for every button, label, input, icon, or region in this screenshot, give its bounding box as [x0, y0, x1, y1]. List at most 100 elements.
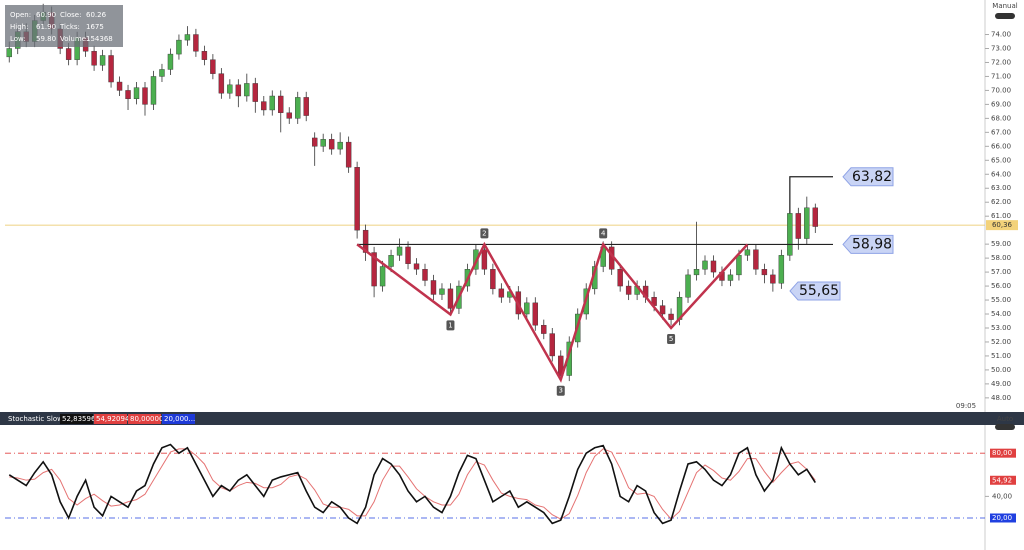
- candle-body: [413, 263, 420, 270]
- y-tick-label: 54.00: [991, 310, 1011, 318]
- indicator-value: 80,00000: [130, 415, 163, 423]
- pattern-marker: [556, 385, 565, 396]
- candle-body: [659, 305, 666, 315]
- candle-body: [753, 249, 759, 270]
- candle-body: [379, 266, 386, 287]
- candle-body: [311, 137, 318, 147]
- candle-body: [795, 213, 802, 239]
- candle-body: [99, 55, 106, 66]
- candle-body: [286, 112, 292, 119]
- info-box: Open: 60.90 Close: 60.26 High: 61.90 Ticks: 167…: [5, 5, 123, 47]
- y-tick-label: 49.00: [991, 380, 1011, 388]
- info-value: 1675: [86, 23, 104, 31]
- y2-tick-label: 40,00: [992, 492, 1012, 500]
- indicator-value-bg: [60, 414, 93, 424]
- candle-body: [710, 260, 717, 273]
- pattern-label: 2: [482, 229, 486, 237]
- indicator-header: [0, 412, 1024, 425]
- candle-body: [125, 90, 131, 100]
- candle-body: [193, 34, 199, 52]
- candle-body: [481, 249, 488, 270]
- info-label: Low:: [10, 35, 26, 43]
- y-tick-label: 73.00: [991, 44, 1011, 52]
- candle-body: [498, 288, 505, 298]
- time-label: 09:05: [956, 402, 976, 410]
- pattern-label: 5: [669, 335, 673, 343]
- candle-body: [778, 255, 785, 284]
- candle-body: [261, 101, 267, 111]
- y-tick-label: 62.00: [991, 198, 1011, 206]
- pattern-label: 1: [448, 321, 452, 329]
- y-tick-label: 71.00: [991, 72, 1011, 80]
- candle-body: [133, 87, 140, 100]
- indicator-value-bg: [94, 414, 127, 424]
- candle-body: [345, 141, 352, 168]
- y2-tick-label: 20,00: [992, 514, 1012, 522]
- level-label: 55,65: [799, 283, 839, 299]
- current-price-label: 60,36: [992, 221, 1013, 229]
- y-tick-label: 74.00: [991, 31, 1011, 39]
- candle-body: [303, 97, 309, 116]
- pattern-marker: [480, 228, 489, 239]
- candle-body: [727, 274, 734, 281]
- stoch-toggle[interactable]: [995, 424, 1015, 430]
- candle-body: [770, 274, 776, 284]
- candle-body: [396, 246, 403, 256]
- candle-body: [524, 302, 530, 315]
- pattern-label: 3: [559, 387, 563, 395]
- candle-body: [116, 81, 123, 91]
- candle-body: [65, 48, 72, 60]
- y-tick-label: 50.00: [991, 366, 1011, 374]
- level-tag: [842, 167, 894, 187]
- candle-body: [812, 207, 819, 227]
- indicator-value: 54,92094: [96, 415, 130, 423]
- info-value: 154368: [86, 35, 113, 43]
- candle-body: [447, 288, 454, 309]
- pattern-label: 4: [601, 229, 606, 237]
- y-tick-label: 69.00: [991, 100, 1011, 108]
- info-bg: [5, 5, 123, 47]
- y-tick-label: 66.00: [991, 142, 1011, 150]
- candle-body: [244, 83, 250, 97]
- candle-body: [558, 355, 564, 376]
- y2-tick-label: 80,00: [992, 449, 1012, 457]
- candle-body: [176, 39, 182, 55]
- indicator-value: 20,000...: [164, 415, 195, 423]
- candle-body: [702, 260, 708, 270]
- candle-body: [252, 83, 259, 102]
- candle-body: [337, 141, 343, 150]
- info-label: Open:: [10, 11, 31, 19]
- y-tick-label: 52.00: [991, 338, 1011, 346]
- candle-body: [388, 255, 394, 267]
- candle-body: [736, 255, 742, 276]
- candle-body: [150, 76, 157, 105]
- y-tick-label: 65.00: [991, 156, 1011, 164]
- candle-body: [761, 269, 768, 276]
- level-tag: [789, 281, 841, 301]
- y-tick-label: 72.00: [991, 58, 1011, 66]
- candle-body: [617, 269, 623, 287]
- y-tick-label: 64.00: [991, 170, 1011, 178]
- indicator-title: Stochastic Slow: [8, 415, 63, 423]
- candle-body: [668, 313, 674, 320]
- y-tick-label: 57.00: [991, 268, 1011, 276]
- mode-label: Manual: [992, 2, 1017, 10]
- candle-body: [6, 48, 12, 58]
- pattern-marker: [667, 333, 676, 344]
- indicator-value: 52,83596: [62, 415, 96, 423]
- candle-body: [430, 280, 437, 295]
- candle-body: [439, 288, 445, 295]
- candle-body: [295, 97, 301, 119]
- candle-body: [685, 274, 691, 298]
- candle-body: [625, 285, 632, 295]
- candle-body: [405, 246, 411, 264]
- y-tick-label: 48.00: [991, 394, 1011, 402]
- level-line: [789, 176, 833, 214]
- info-label: Close:: [60, 11, 81, 19]
- y-tick-label: 53.00: [991, 324, 1011, 332]
- candle-body: [91, 51, 97, 66]
- level-tag: [842, 234, 894, 254]
- mode-toggle[interactable]: [995, 13, 1015, 19]
